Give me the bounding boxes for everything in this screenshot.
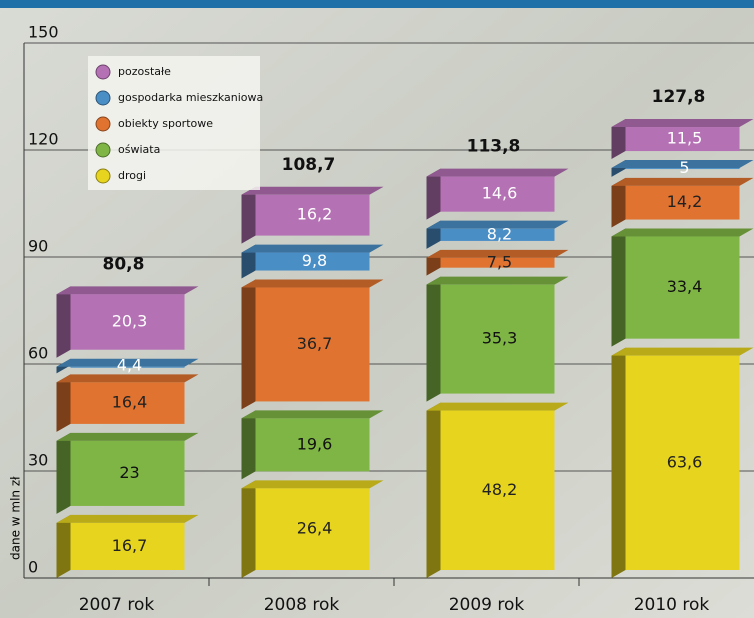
data-label: 9,8	[302, 251, 327, 270]
bar-side	[242, 480, 256, 578]
bar-top	[612, 178, 754, 186]
legend-label: obiekty sportowe	[118, 117, 213, 130]
data-label: 23	[119, 463, 139, 482]
legend-label: oświata	[118, 143, 160, 156]
data-label: 33,4	[667, 277, 703, 296]
data-label: 20,3	[112, 312, 148, 331]
data-label: 63,6	[667, 452, 703, 471]
legend-label: drogi	[118, 169, 146, 182]
bar-side	[427, 403, 441, 578]
bar-side	[57, 433, 71, 514]
data-label: 14,6	[482, 184, 518, 203]
total-label: 127,8	[652, 87, 706, 107]
bar-top	[427, 403, 569, 411]
data-label: 4,4	[117, 356, 142, 375]
data-label: 16,2	[297, 205, 333, 224]
bar-side	[242, 187, 256, 244]
data-label: 48,2	[482, 480, 518, 499]
bar-top	[57, 374, 199, 382]
bar-top	[57, 433, 199, 441]
data-label: 8,2	[487, 224, 512, 243]
page: dane w mln zł 0 30 60 90 120 150 2007 rok 16,7 2…	[0, 0, 754, 618]
legend-marker	[96, 117, 110, 131]
legend-marker	[96, 91, 110, 105]
bar-top	[57, 286, 199, 294]
x-tick-label: 2010 rok	[634, 595, 710, 615]
y-tick-label: 60	[28, 344, 48, 363]
data-label: 16,7	[112, 536, 148, 555]
x-tick-label: 2007 rok	[79, 595, 155, 615]
chart: dane w mln zł 0 30 60 90 120 150 2007 rok 16,7 2…	[0, 0, 754, 618]
legend: pozostałe gospodarka mieszkaniowa obiekty …	[88, 56, 263, 190]
data-label: 7,5	[487, 252, 512, 271]
y-tick-label: 90	[28, 237, 48, 256]
data-label: 19,6	[297, 434, 333, 453]
bar-side	[427, 277, 441, 402]
bar-top	[242, 280, 384, 288]
bar-top	[612, 229, 754, 237]
bar-side	[242, 410, 256, 479]
bar-top	[612, 348, 754, 356]
data-label: 11,5	[667, 129, 703, 148]
y-tick-label: 30	[28, 451, 48, 470]
data-label: 26,4	[297, 519, 333, 538]
data-label: 5	[679, 158, 689, 177]
total-label: 113,8	[467, 137, 521, 157]
bar-top	[427, 169, 569, 177]
header-strip	[0, 0, 754, 8]
data-label: 14,2	[667, 192, 703, 211]
data-label: 35,3	[482, 329, 518, 348]
legend-marker	[96, 169, 110, 183]
total-label: 108,7	[282, 155, 336, 175]
y-tick-label: 0	[28, 558, 38, 577]
total-label: 80,8	[103, 254, 145, 274]
bar-top	[57, 515, 199, 523]
data-label: 16,4	[112, 393, 148, 412]
data-label: 36,7	[297, 334, 333, 353]
bar-side	[612, 229, 626, 347]
legend-label: gospodarka mieszkaniowa	[118, 91, 263, 104]
x-tick-label: 2008 rok	[264, 595, 340, 615]
bar-side	[57, 515, 71, 578]
legend-label: pozostałe	[118, 65, 171, 78]
bar-top	[242, 187, 384, 195]
bar-top	[427, 277, 569, 285]
legend-marker	[96, 143, 110, 157]
x-tick-label: 2009 rok	[449, 595, 525, 615]
y-tick-label: 150	[28, 23, 59, 42]
y-axis-label: dane w mln zł	[9, 476, 23, 560]
bar-side	[57, 374, 71, 431]
y-tick-label: 120	[28, 130, 59, 149]
bar-side	[612, 348, 626, 578]
bar-top	[612, 119, 754, 127]
bar-top	[242, 410, 384, 418]
bar-side	[242, 280, 256, 410]
bar-top	[242, 480, 384, 488]
legend-marker	[96, 65, 110, 79]
bar-side	[57, 286, 71, 357]
